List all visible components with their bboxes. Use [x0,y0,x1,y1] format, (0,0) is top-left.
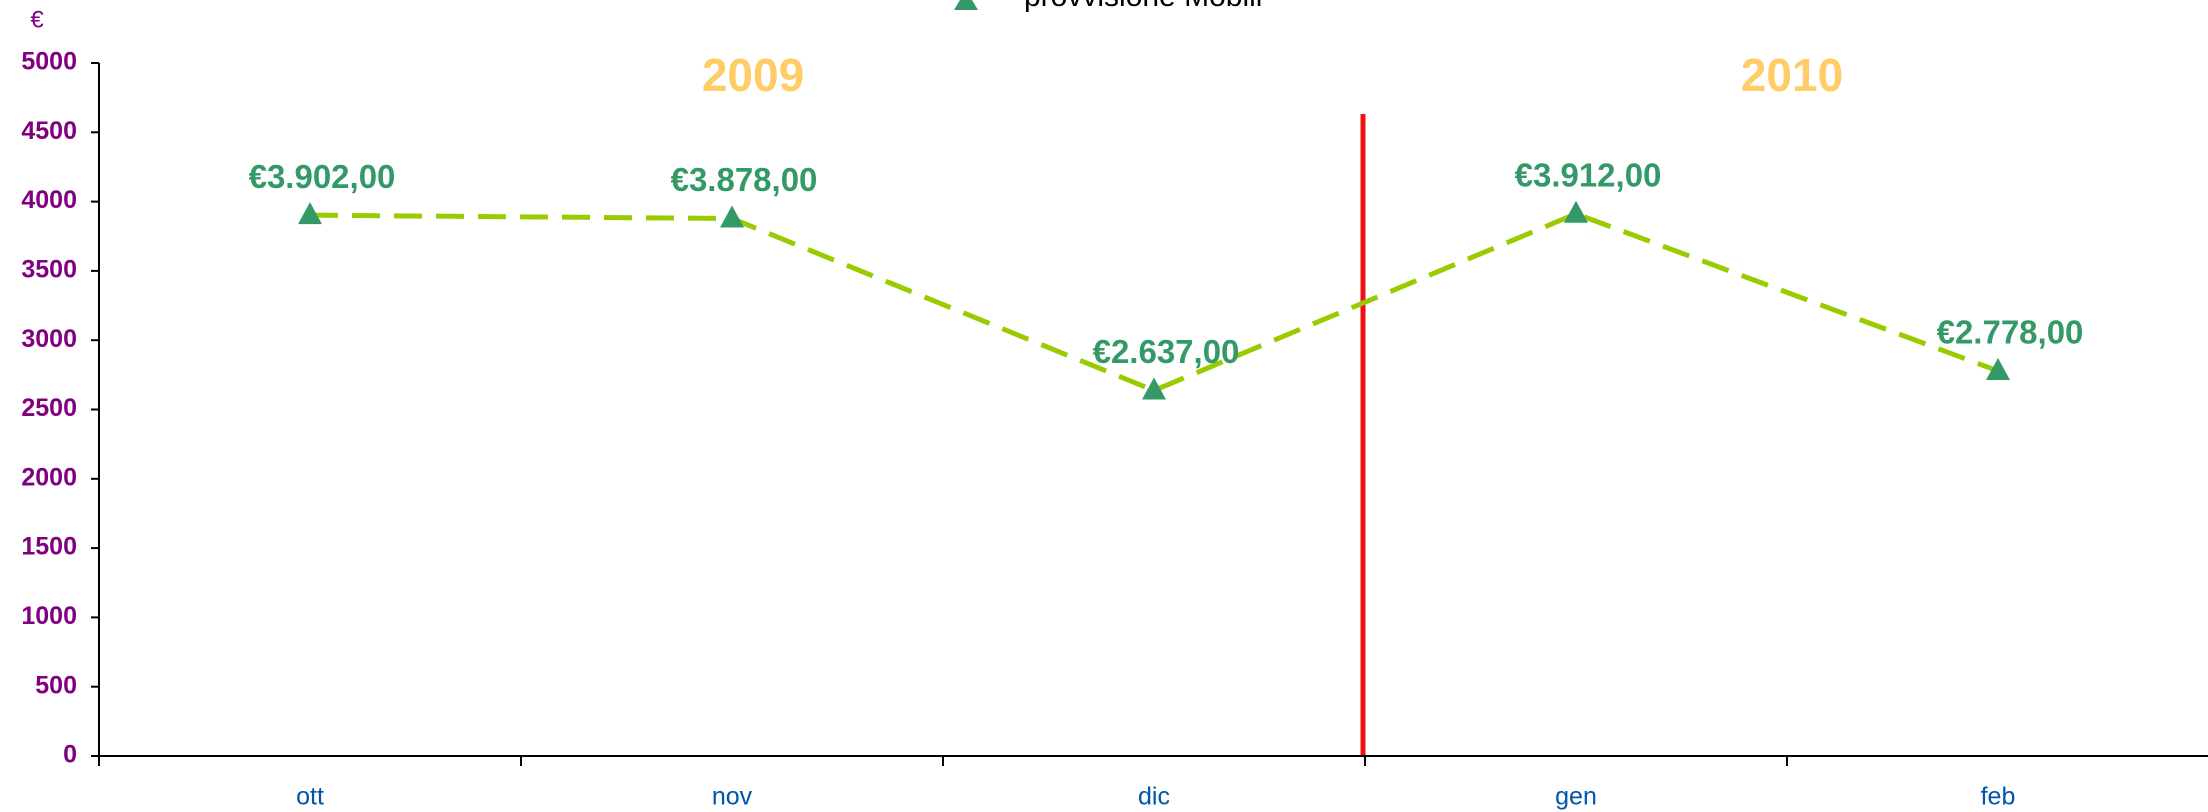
x-tick-label: feb [1981,783,2016,811]
marker [298,202,322,225]
legend-label: provvisione Mobili [1024,0,1262,13]
y-tick-label: 2000 [21,463,77,491]
annotation: 2010 [1741,49,1843,101]
y-tick-label: 1000 [21,602,77,630]
y-tick-label: 1500 [21,533,77,561]
marker [1564,200,1588,223]
x-tick-label: ott [296,783,324,811]
y-tick-label: 3500 [21,256,77,284]
marker [1142,377,1166,400]
data-label: €3.878,00 [671,161,818,198]
data-label: €3.912,00 [1515,157,1662,194]
x-tick-label: gen [1555,783,1597,811]
data-label: €3.902,00 [249,158,396,195]
y-tick-label: 4500 [21,117,77,145]
y-tick-label: 2500 [21,394,77,422]
unit-label: € [30,6,44,33]
y-tick-label: 0 [63,741,77,769]
y-tick-label: 3000 [21,325,77,353]
y-tick-label: 4000 [21,186,77,214]
marker [720,205,744,228]
legend-marker [954,0,978,10]
data-label: €2.778,00 [1937,314,2084,351]
data-label: €2.637,00 [1093,333,1240,370]
x-tick-label: dic [1138,783,1170,811]
marker [1986,357,2010,380]
annotation: 2009 [702,49,804,101]
y-tick-label: 500 [35,671,77,699]
y-tick-label: 5000 [21,48,77,76]
x-tick-label: nov [712,783,753,811]
series-line [309,211,1999,394]
